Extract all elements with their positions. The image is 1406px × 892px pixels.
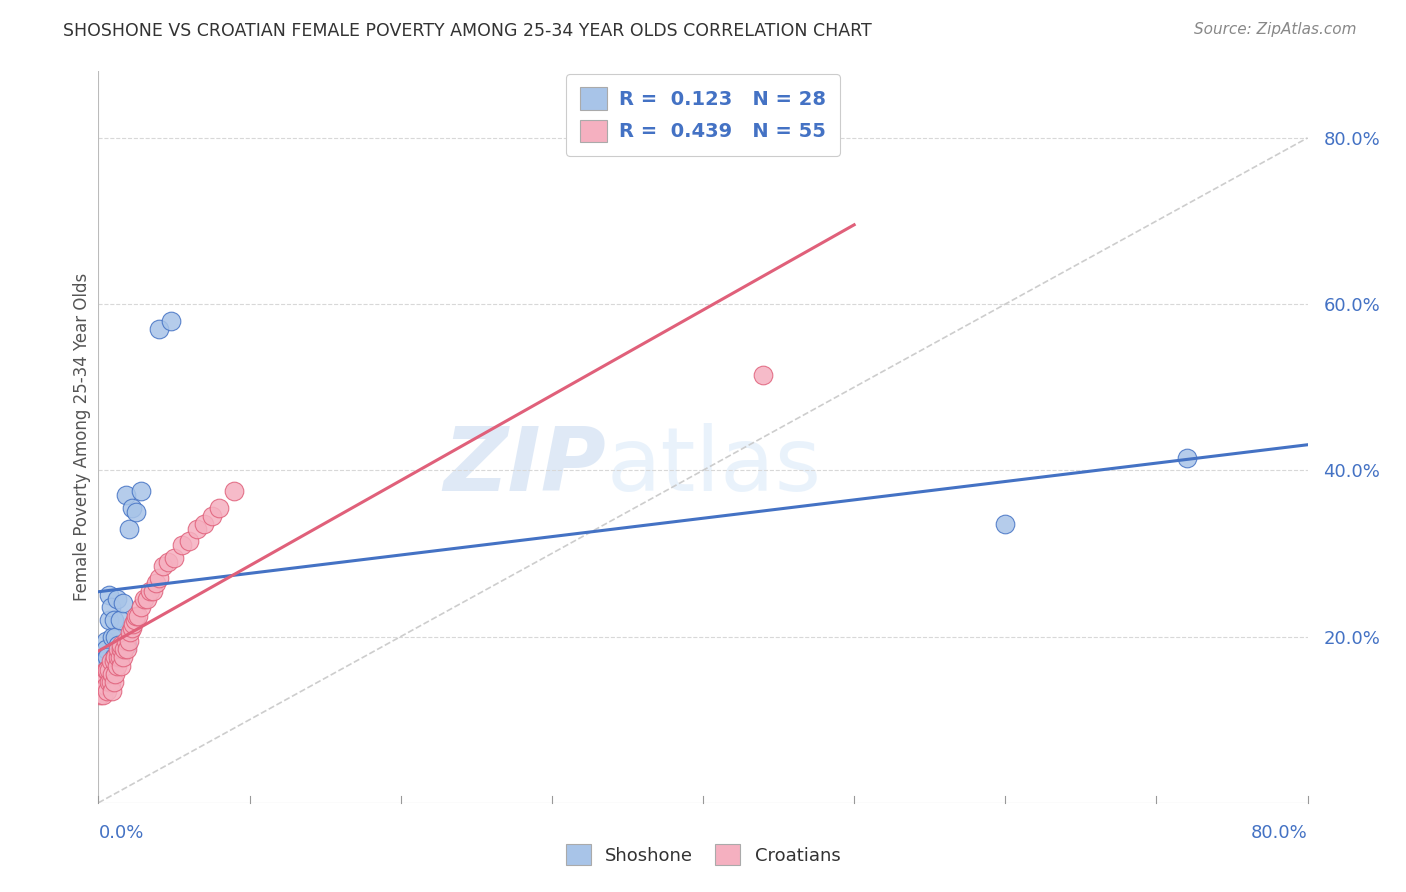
Point: [98, 613, 121, 627]
Point: [163, 550, 186, 565]
Point: [108, 613, 131, 627]
Point: [120, 625, 142, 640]
Point: [156, 555, 179, 569]
Point: [96, 663, 118, 677]
Point: [139, 583, 162, 598]
Text: 0.0%: 0.0%: [98, 823, 143, 841]
Point: [132, 592, 155, 607]
Point: [127, 608, 149, 623]
Point: [100, 600, 122, 615]
Point: [105, 592, 128, 607]
Point: [114, 633, 136, 648]
Point: [115, 638, 138, 652]
Point: [1175, 450, 1198, 465]
Point: [90, 680, 112, 694]
Point: [103, 613, 125, 627]
Point: [101, 683, 124, 698]
Point: [186, 521, 208, 535]
Point: [208, 500, 231, 515]
Point: [142, 583, 165, 598]
Point: [129, 600, 152, 615]
Point: [160, 314, 183, 328]
Point: [98, 675, 121, 690]
Point: [100, 675, 122, 690]
Point: [105, 658, 128, 673]
Point: [94, 663, 117, 677]
Point: [124, 613, 146, 627]
Point: [100, 655, 122, 669]
Point: [96, 683, 118, 698]
Point: [125, 505, 148, 519]
Point: [93, 667, 115, 681]
Point: [115, 642, 138, 657]
Point: [104, 667, 127, 681]
Point: [104, 630, 127, 644]
Point: [224, 484, 246, 499]
Point: [91, 655, 114, 669]
Point: [107, 642, 129, 657]
Point: [148, 571, 170, 585]
Point: [101, 630, 124, 644]
Point: [101, 667, 124, 681]
Point: [145, 575, 167, 590]
Point: [121, 621, 143, 635]
Text: Source: ZipAtlas.com: Source: ZipAtlas.com: [1194, 22, 1357, 37]
Point: [122, 617, 145, 632]
Point: [201, 509, 224, 524]
Point: [107, 650, 129, 665]
Point: [91, 667, 114, 681]
Point: [110, 638, 132, 652]
Text: SHOSHONE VS CROATIAN FEMALE POVERTY AMONG 25-34 YEAR OLDS CORRELATION CHART: SHOSHONE VS CROATIAN FEMALE POVERTY AMON…: [63, 22, 872, 40]
Point: [110, 658, 132, 673]
Point: [118, 633, 141, 648]
Legend: Shoshone, Croatians: Shoshone, Croatians: [557, 835, 849, 874]
Point: [91, 688, 114, 702]
Point: [129, 484, 152, 499]
Point: [111, 596, 134, 610]
Point: [93, 667, 115, 681]
Point: [94, 633, 117, 648]
Point: [94, 642, 117, 657]
Point: [103, 650, 125, 665]
Point: [752, 368, 775, 382]
Text: 80.0%: 80.0%: [1251, 823, 1308, 841]
Point: [125, 608, 148, 623]
Point: [108, 650, 131, 665]
Point: [98, 588, 121, 602]
Point: [110, 642, 132, 657]
Text: atlas: atlas: [606, 423, 821, 510]
Point: [111, 650, 134, 665]
Point: [118, 521, 141, 535]
Point: [170, 538, 193, 552]
Point: [152, 558, 174, 573]
Point: [112, 642, 135, 657]
Point: [110, 642, 132, 657]
Point: [98, 663, 121, 677]
Point: [103, 675, 125, 690]
Point: [94, 680, 117, 694]
Point: [104, 650, 127, 665]
Legend: R =  0.123   N = 28, R =  0.439   N = 55: R = 0.123 N = 28, R = 0.439 N = 55: [567, 74, 839, 155]
Point: [90, 667, 112, 681]
Y-axis label: Female Poverty Among 25-34 Year Olds: Female Poverty Among 25-34 Year Olds: [73, 273, 91, 601]
Point: [121, 500, 143, 515]
Point: [193, 517, 215, 532]
Point: [179, 533, 201, 548]
Point: [994, 517, 1017, 532]
Point: [135, 592, 157, 607]
Point: [103, 655, 125, 669]
Point: [107, 638, 129, 652]
Point: [148, 322, 170, 336]
Point: [114, 488, 136, 502]
Point: [89, 688, 111, 702]
Point: [96, 650, 118, 665]
Text: ZIP: ZIP: [443, 423, 606, 510]
